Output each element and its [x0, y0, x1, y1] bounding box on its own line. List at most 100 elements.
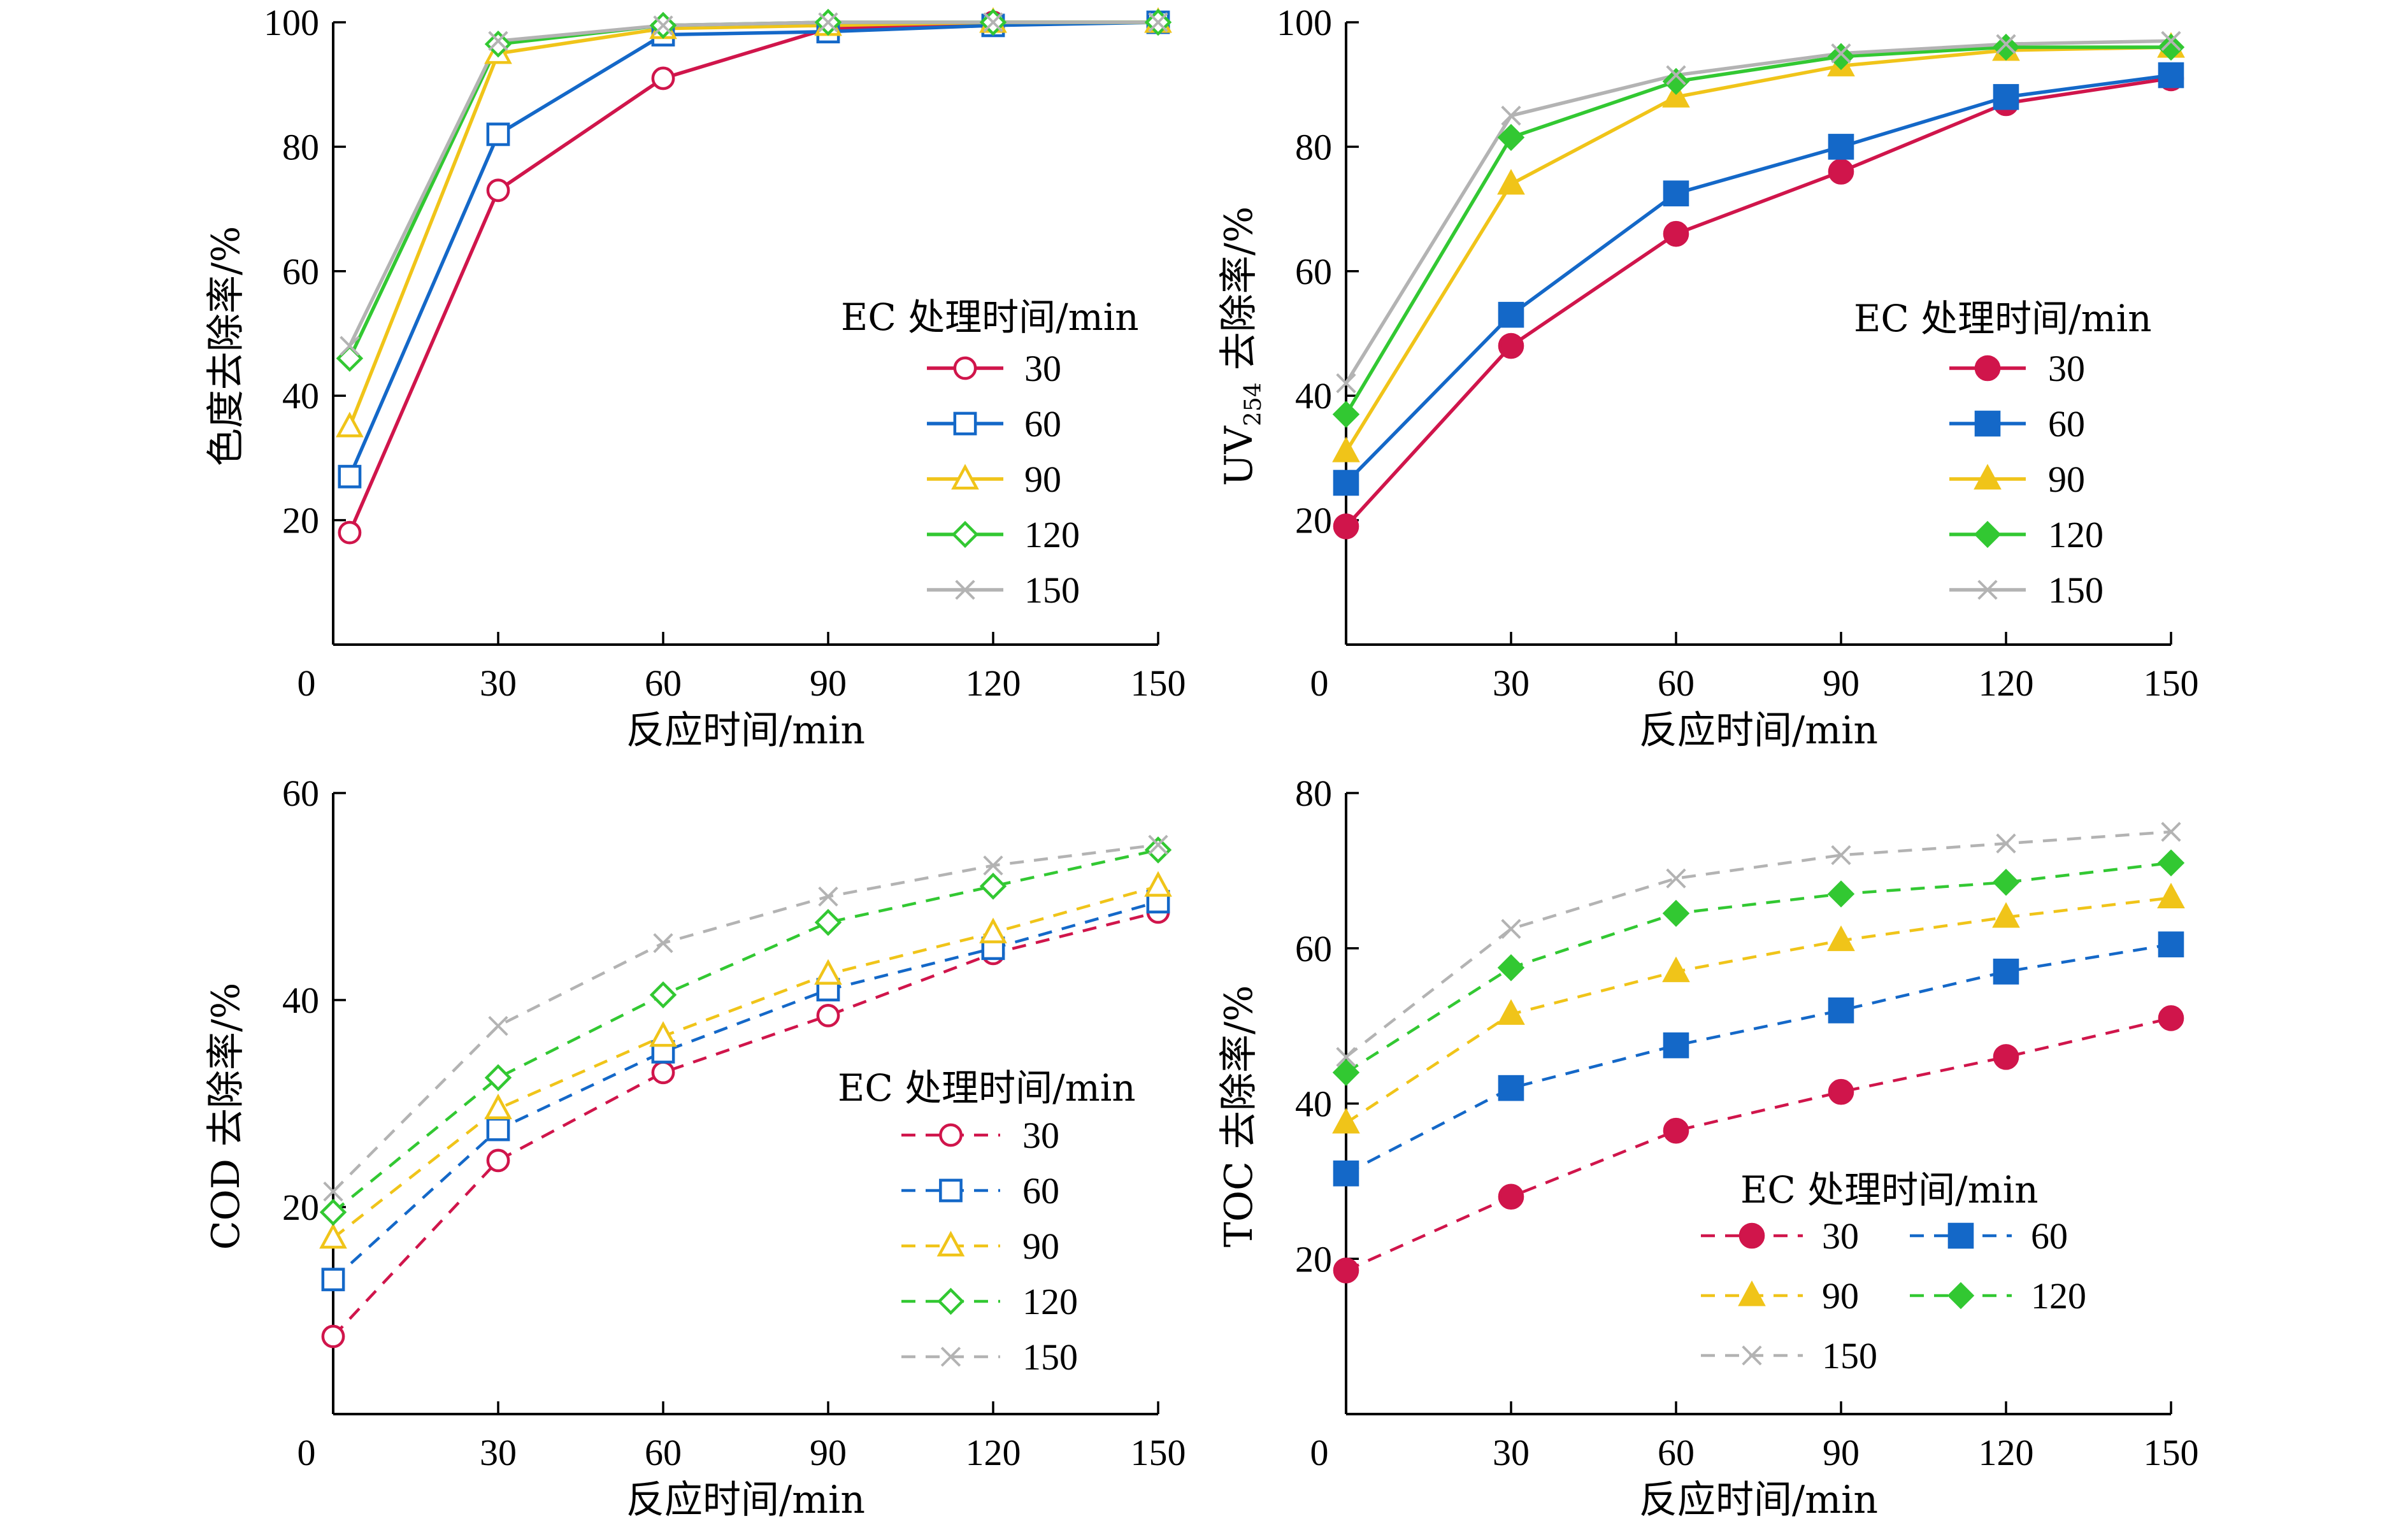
data-point-30 — [1333, 1257, 1359, 1283]
y-tick-label: 60 — [282, 773, 319, 814]
y-tick-label: 80 — [1295, 126, 1332, 168]
legend-label-90: 90 — [2048, 459, 2085, 500]
data-point-60 — [2158, 62, 2184, 89]
legend-label-150: 150 — [1022, 1336, 1078, 1378]
data-point-120 — [1332, 1059, 1360, 1086]
data-point-90 — [979, 917, 1007, 943]
legend-item-60: 60 — [1910, 1215, 2068, 1257]
y-tick-label: 100 — [264, 2, 319, 43]
x-axis-title: 反应时间/min — [1639, 708, 1878, 753]
legend-item-90: 90 — [1701, 1275, 1859, 1317]
x-tick-label: 30 — [1493, 662, 1530, 704]
legend-item-150: 150 — [1949, 569, 2103, 611]
data-point-30 — [651, 66, 675, 90]
data-point-120 — [1992, 33, 2020, 61]
x-tick-label: 90 — [1823, 1432, 1860, 1473]
data-point-120 — [1827, 880, 1855, 908]
y-tick-label: 40 — [1295, 375, 1332, 417]
y-axis-title: COD 去除率/% — [204, 983, 248, 1250]
data-point-60 — [1498, 301, 1524, 328]
data-point-60 — [2158, 931, 2184, 957]
legend-label-30: 30 — [1822, 1215, 1859, 1257]
x-tick-label: 90 — [810, 1432, 847, 1473]
legend-item-90: 90 — [1949, 459, 2085, 500]
series-line-150 — [348, 20, 1158, 347]
legend-item-120: 120 — [927, 514, 1080, 555]
x-tick-label: 0 — [297, 1432, 316, 1473]
series-markers-120 — [1332, 849, 2185, 1086]
legend-item-120: 120 — [1910, 1275, 2086, 1317]
legend-item-150: 150 — [901, 1336, 1078, 1378]
series-markers-90 — [1332, 32, 2185, 462]
legend-marker-150 — [1977, 580, 1998, 600]
data-point-150 — [1148, 12, 1168, 32]
data-point-150 — [323, 1181, 343, 1202]
legend-title: EC 处理时间/min — [841, 296, 1139, 339]
data-point-120 — [1662, 899, 1690, 927]
series-line-120 — [332, 848, 1159, 1213]
series-markers-90 — [1332, 882, 2185, 1134]
data-point-120 — [484, 30, 512, 58]
data-point-30 — [1498, 332, 1524, 359]
x-tick-label: 60 — [645, 1432, 682, 1473]
legend: EC 处理时间/min 30 60 90 120 150 — [1854, 297, 2152, 611]
series-line-150 — [1344, 39, 2172, 385]
data-point-30 — [486, 1148, 510, 1173]
y-tick-label: 20 — [1295, 500, 1332, 541]
legend-label-60: 60 — [1024, 403, 1061, 445]
data-point-60 — [1333, 1160, 1359, 1187]
series-markers-150 — [323, 834, 1168, 1202]
data-point-120 — [1497, 954, 1525, 982]
data-point-150 — [653, 15, 673, 36]
series-markers-150 — [340, 12, 1168, 356]
x-tick-label: 30 — [480, 662, 517, 704]
legend-marker-120 — [951, 520, 979, 548]
legend-item-30: 30 — [1701, 1215, 1859, 1257]
data-point-150 — [1666, 868, 1686, 889]
data-point-60 — [1828, 997, 1854, 1024]
x-tick-label: 150 — [1131, 662, 1186, 704]
legend-item-150: 150 — [927, 569, 1080, 611]
series-markers-120 — [319, 836, 1172, 1226]
data-point-90 — [2157, 882, 2185, 909]
data-point-150 — [1666, 65, 1686, 85]
series-line-90 — [1344, 45, 2172, 453]
x-tick-label: 120 — [1979, 1432, 2034, 1473]
x-axis-title: 反应时间/min — [626, 1478, 865, 1522]
data-point-30 — [1663, 1117, 1689, 1144]
legend-marker-60 — [1974, 410, 2001, 437]
legend-label-90: 90 — [1822, 1275, 1859, 1317]
data-point-30 — [486, 178, 510, 203]
x-tick-label: 150 — [2144, 1432, 2199, 1473]
data-point-120 — [649, 981, 677, 1009]
series-markers-30 — [1333, 1005, 2184, 1283]
data-point-120 — [1332, 401, 1360, 428]
x-axis-title: 反应时间/min — [626, 708, 865, 753]
data-point-120 — [814, 908, 842, 936]
data-point-90 — [1332, 1108, 1360, 1134]
data-point-30 — [1828, 159, 1854, 185]
data-point-60 — [1498, 1075, 1524, 1101]
legend-item-30: 30 — [1949, 348, 2085, 389]
x-tick-label: 0 — [1310, 1432, 1329, 1473]
data-point-150 — [1336, 373, 1356, 394]
legend-marker-150 — [940, 1347, 961, 1367]
legend-item-90: 90 — [901, 1226, 1059, 1267]
legend-item-30: 30 — [901, 1115, 1059, 1156]
series-line-60 — [1345, 943, 2172, 1175]
data-point-30 — [816, 1003, 840, 1027]
data-point-60 — [321, 1268, 345, 1292]
legend-label-60: 60 — [2031, 1215, 2068, 1257]
x-tick-label: 30 — [480, 1432, 517, 1473]
y-tick-label: 20 — [282, 500, 319, 541]
legend-item-30: 30 — [927, 348, 1061, 389]
series-line-30 — [1344, 76, 2172, 528]
legend-item-150: 150 — [1701, 1335, 1877, 1376]
data-point-60 — [486, 122, 510, 147]
x-tick-label: 60 — [1658, 662, 1695, 704]
y-tick-label: 60 — [1295, 928, 1332, 969]
series-line-30 — [332, 910, 1159, 1338]
x-tick-label: 60 — [645, 662, 682, 704]
data-point-30 — [1993, 1044, 2019, 1070]
